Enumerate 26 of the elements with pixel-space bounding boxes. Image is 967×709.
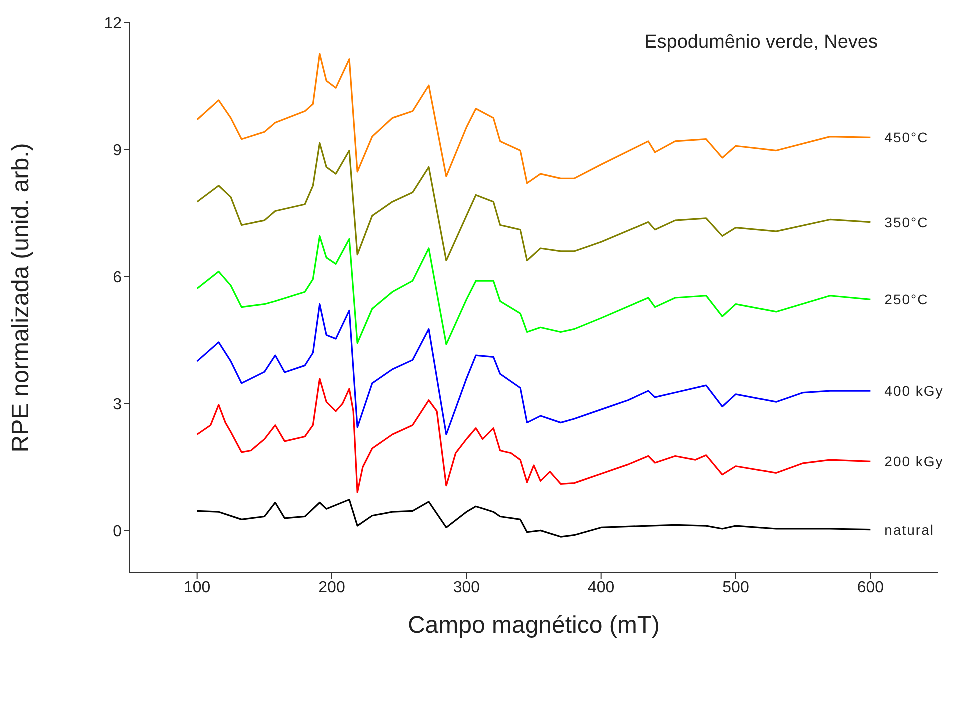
x-tick-label: 100 — [184, 579, 211, 596]
series-label: natural — [884, 522, 934, 538]
line-series — [196, 53, 872, 184]
y-tick-label: 6 — [113, 270, 122, 287]
series-label: 350°C — [884, 214, 929, 230]
series-label: 250°C — [884, 292, 929, 308]
y-tick-label: 0 — [113, 523, 122, 540]
line-series — [196, 378, 872, 494]
x-tick-label: 200 — [318, 579, 346, 596]
series-label: 200 kGy — [884, 454, 944, 470]
x-tick-label: 600 — [857, 579, 884, 596]
x-axis-title: Campo magnético (mT) — [408, 612, 660, 639]
line-series — [196, 142, 872, 262]
y-tick-label: 3 — [113, 396, 122, 414]
series-label: 400 kGy — [884, 383, 944, 400]
x-tick-label: 500 — [722, 579, 750, 596]
line-series — [196, 304, 872, 436]
x-tick-label: 300 — [453, 579, 480, 596]
text: Espodumênio verde, Neves — [644, 32, 878, 53]
line-series — [196, 235, 872, 346]
y-axis-title: RPE normalizada (unid. arb.) — [8, 143, 35, 453]
y-tick-label: 9 — [113, 142, 122, 160]
line-series — [196, 499, 872, 538]
series-label: 450°C — [884, 130, 929, 146]
y-tick-label: 12 — [104, 16, 122, 33]
x-tick-label: 400 — [588, 579, 615, 596]
